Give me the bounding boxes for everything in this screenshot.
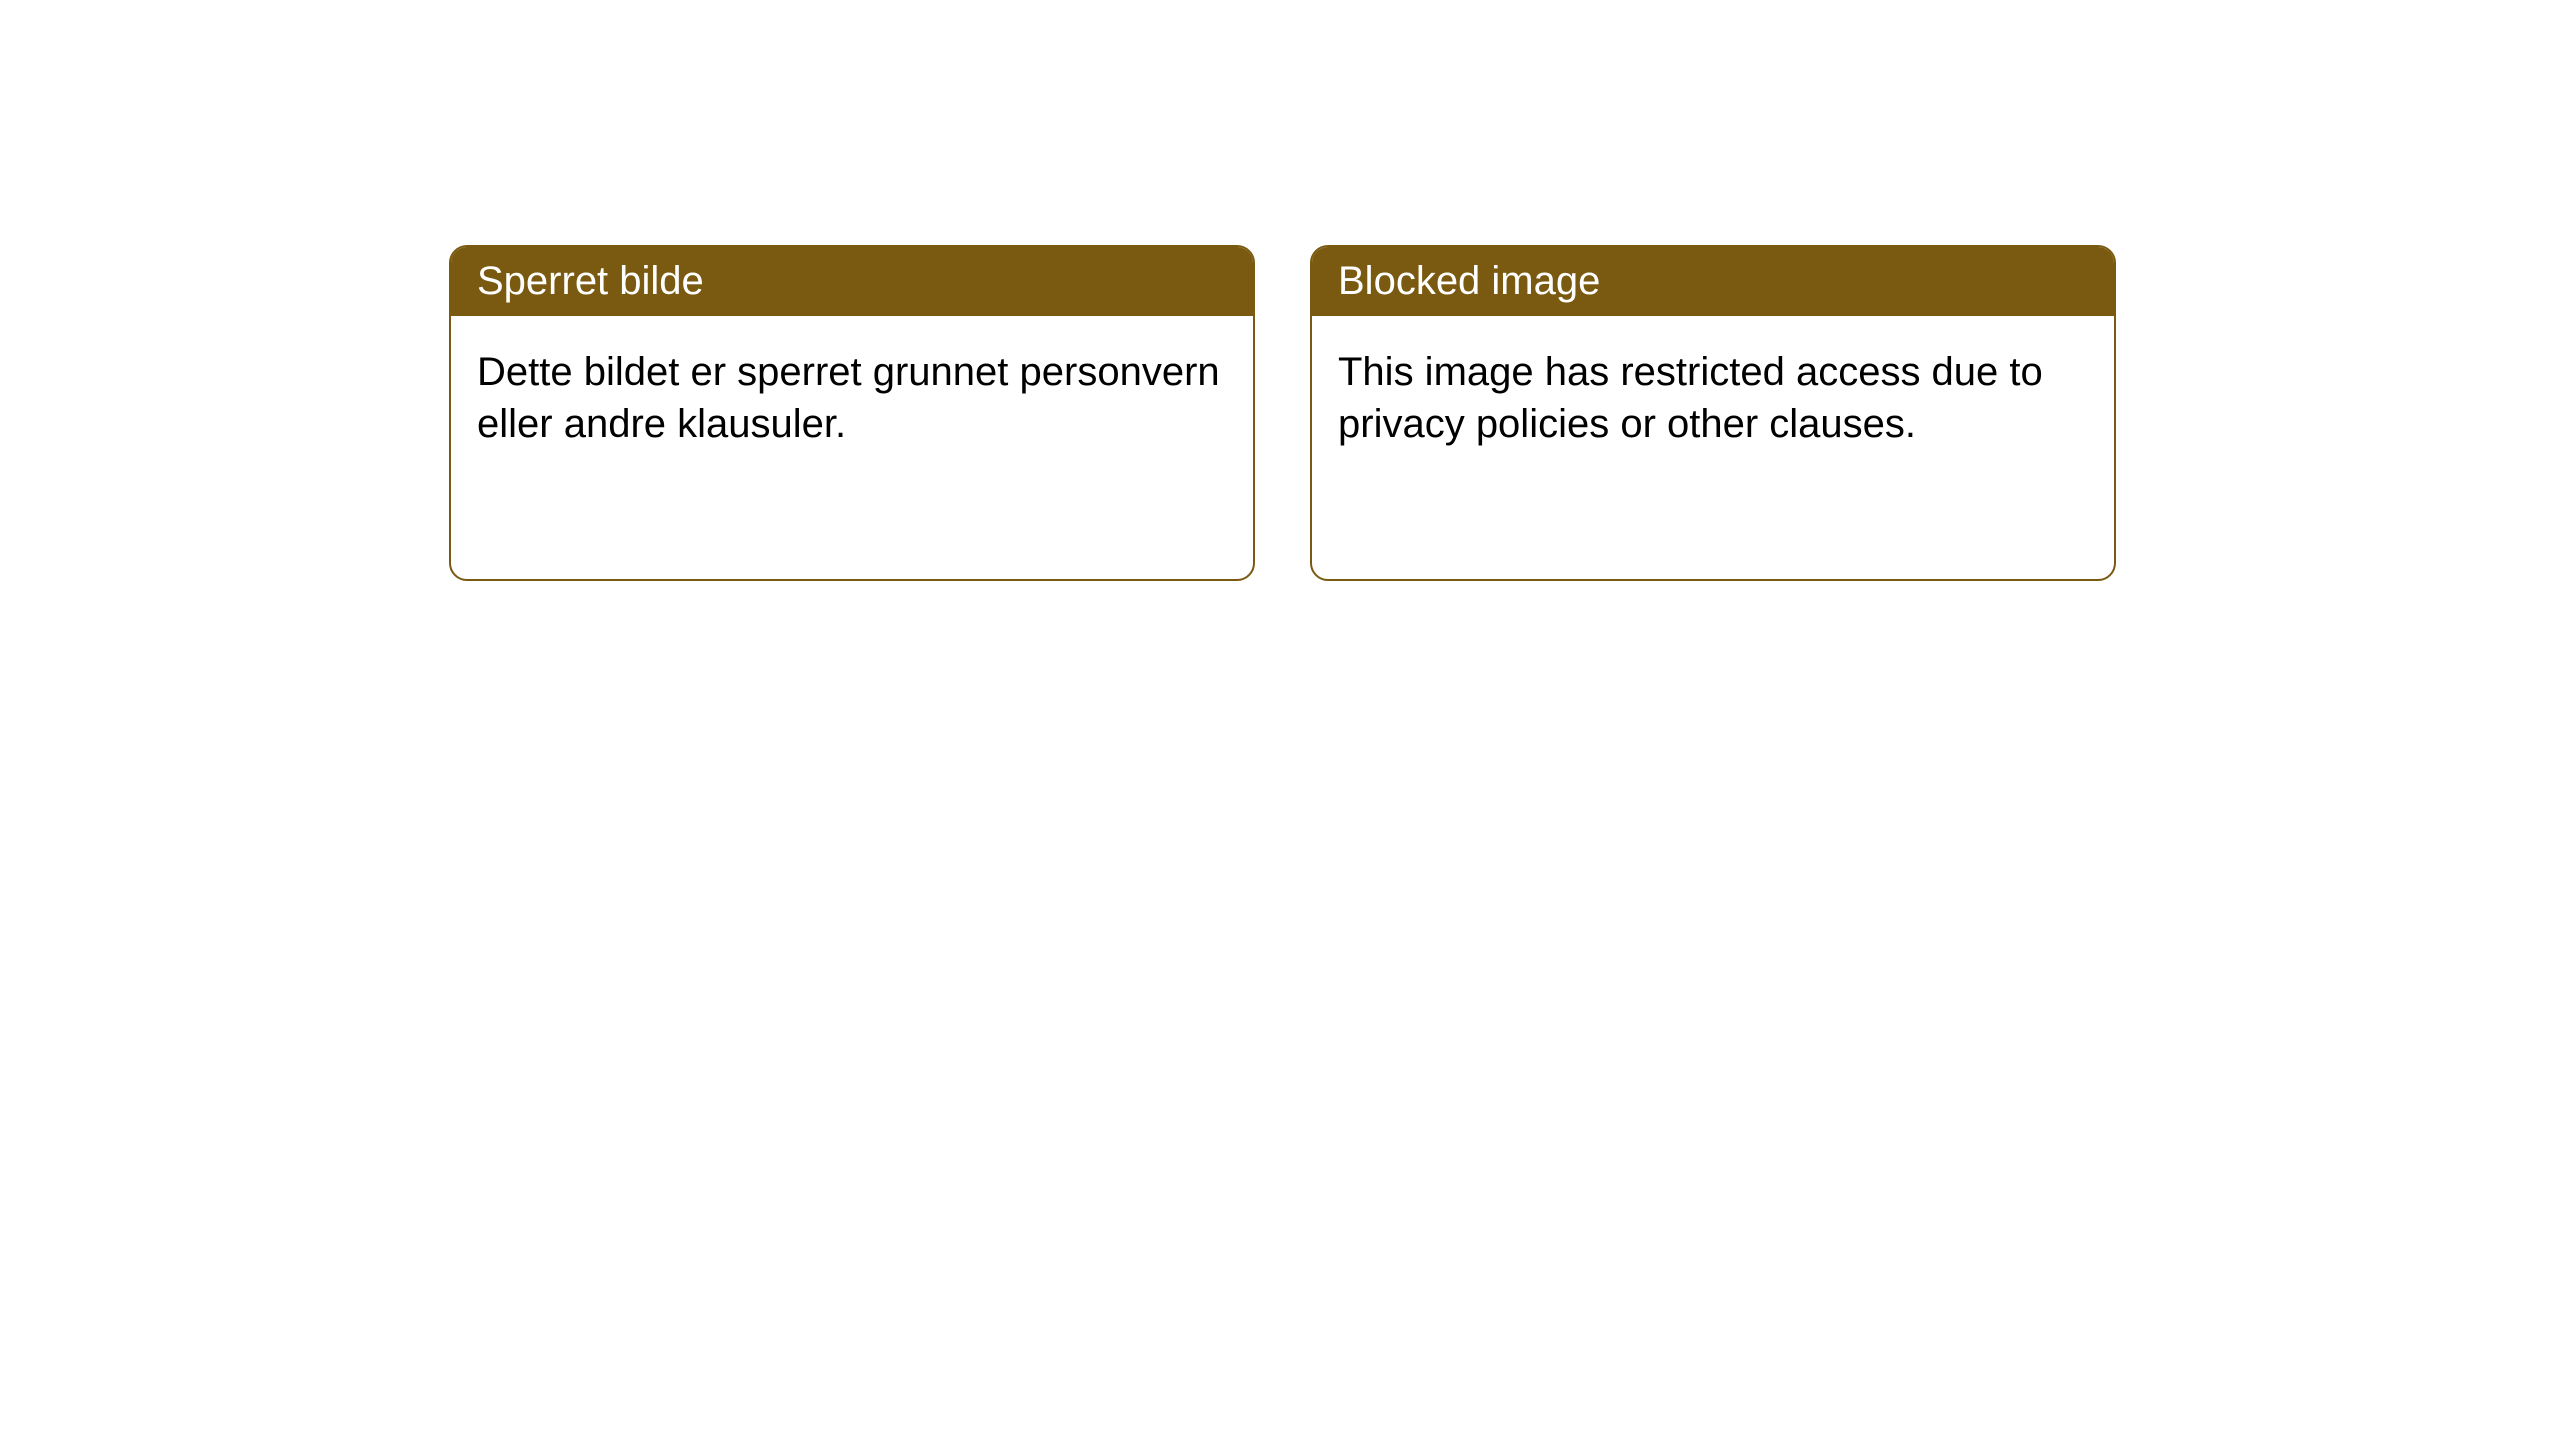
- card-header: Sperret bilde: [451, 247, 1253, 316]
- card-body: Dette bildet er sperret grunnet personve…: [451, 316, 1253, 480]
- notice-card-norwegian: Sperret bilde Dette bildet er sperret gr…: [449, 245, 1255, 581]
- card-header: Blocked image: [1312, 247, 2114, 316]
- card-title: Blocked image: [1338, 259, 1600, 303]
- card-body-text: Dette bildet er sperret grunnet personve…: [477, 350, 1220, 446]
- card-body-text: This image has restricted access due to …: [1338, 350, 2043, 446]
- card-title: Sperret bilde: [477, 259, 704, 303]
- notice-cards-container: Sperret bilde Dette bildet er sperret gr…: [449, 245, 2116, 581]
- notice-card-english: Blocked image This image has restricted …: [1310, 245, 2116, 581]
- card-body: This image has restricted access due to …: [1312, 316, 2114, 480]
